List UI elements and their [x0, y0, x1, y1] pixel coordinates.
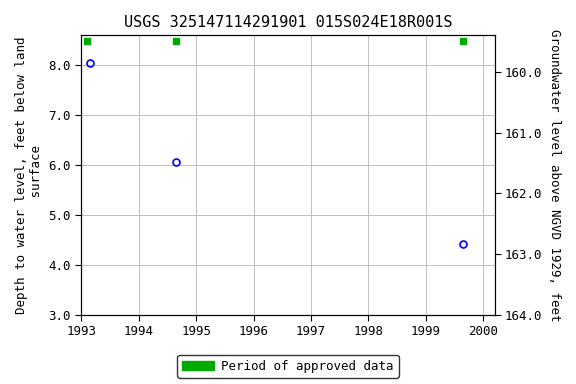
Y-axis label: Groundwater level above NGVD 1929, feet: Groundwater level above NGVD 1929, feet	[548, 29, 561, 321]
Title: USGS 325147114291901 015S024E18R001S: USGS 325147114291901 015S024E18R001S	[124, 15, 452, 30]
Legend: Period of approved data: Period of approved data	[177, 355, 399, 378]
Y-axis label: Depth to water level, feet below land
 surface: Depth to water level, feet below land su…	[15, 36, 43, 314]
